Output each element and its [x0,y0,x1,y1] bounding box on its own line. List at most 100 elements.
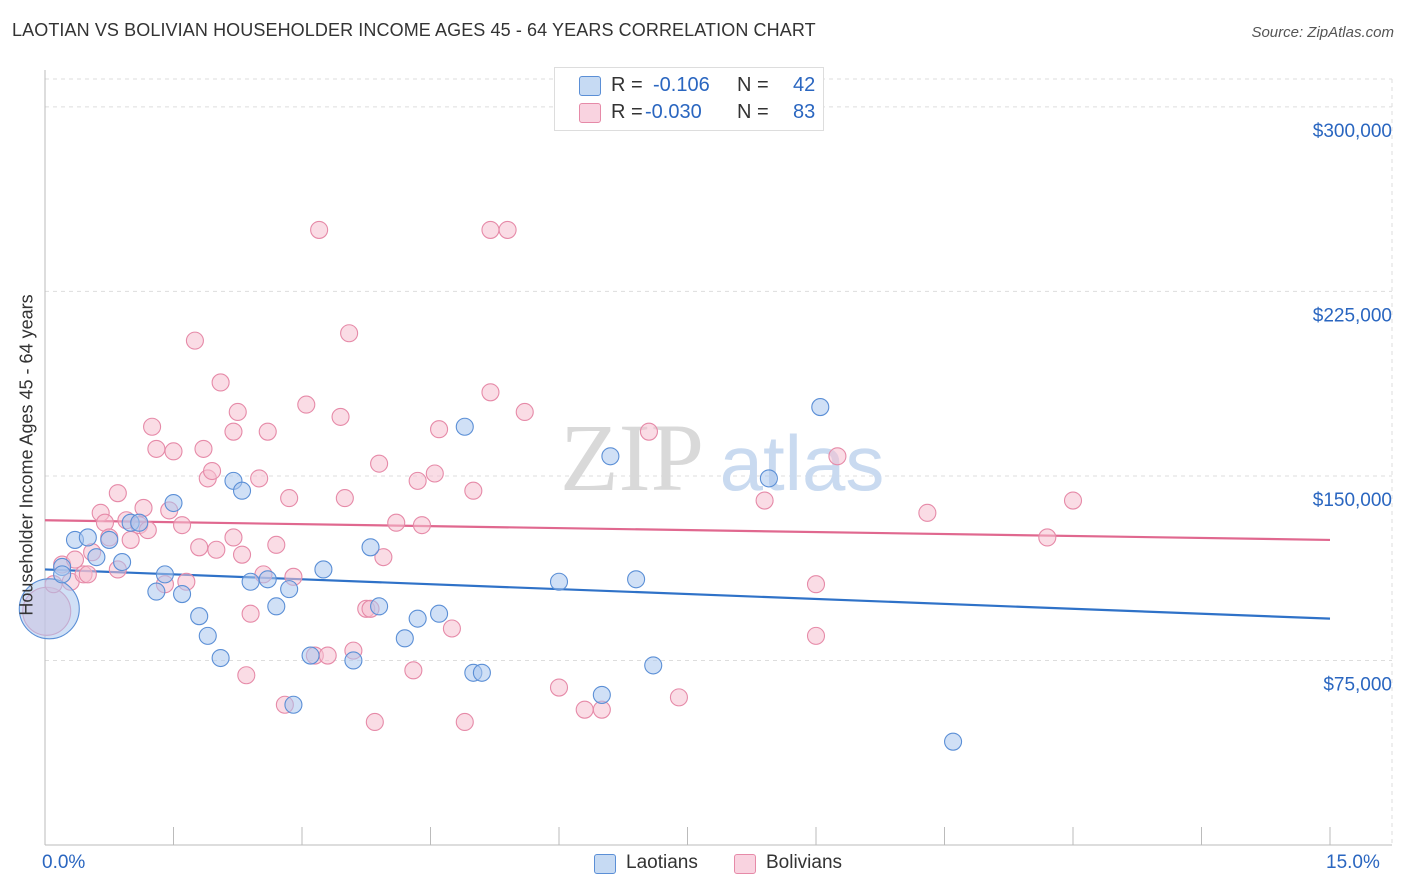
data-point-bolivians [1063,491,1083,510]
gridlines [45,78,1393,845]
data-point-laotians [430,604,449,623]
data-point-bolivians [374,548,393,567]
data-point-laotians [130,513,149,532]
data-point-bolivians [190,538,209,557]
data-point-laotians [601,447,620,466]
data-point-laotians [455,417,474,436]
data-point-bolivians [203,461,222,481]
data-point-laotians [408,609,427,628]
data-point-bolivians [224,422,243,441]
data-point-bolivians [425,464,444,483]
data-point-bolivians [918,503,937,522]
data-point-bolivians [258,422,277,441]
data-point-bolivians [331,407,350,426]
watermark-zip: ZIP [560,404,704,511]
data-point-laotians [644,656,663,675]
data-point-bolivians [481,220,500,239]
data-point-laotians [232,481,252,500]
data-point-laotians [301,646,320,665]
data-point-bolivians [549,678,569,697]
bolivians-swatch [579,103,601,123]
data-point-bolivians [194,439,213,458]
data-point-laotians [147,582,166,601]
data-point-bolivians [207,540,226,559]
r-label: R = [611,74,643,96]
data-point-bolivians [185,331,204,350]
data-point-laotians [472,663,491,682]
data-point-bolivians [121,530,140,549]
source-label: Source: ZipAtlas.com [1251,24,1394,41]
data-point-bolivians [297,395,316,414]
chart-title: LAOTIAN VS BOLIVIAN HOUSEHOLDER INCOME A… [12,20,816,40]
data-point-laotians [241,572,260,591]
watermark-atlas: atlas [720,419,885,507]
n-value: 83 [793,101,816,123]
r-value: -0.106 [653,74,710,96]
data-point-laotians [18,578,80,640]
data-point-laotians [361,538,380,557]
data-point-bolivians [143,417,162,436]
data-point-bolivians [232,545,252,564]
data-point-bolivians [515,402,534,422]
n-value: 42 [793,74,816,96]
data-point-bolivians [442,619,461,638]
axes [44,70,1392,846]
data-point-bolivians [267,535,286,554]
data-point-laotians [190,607,209,626]
data-point-laotians [198,626,217,645]
y-axis-label: Householder Income Ages 45 - 64 years [16,294,37,616]
data-point-bolivians [430,420,449,439]
n-label: N = [737,101,769,123]
data-point-bolivians [481,383,500,402]
y-tick-label: $75,000 [1323,674,1392,695]
data-point-laotians [627,570,646,589]
y-tick-labels: $75,000 $150,000 $225,000 $300,000 [1313,121,1392,696]
data-point-bolivians [828,447,847,466]
data-point-bolivians [806,575,826,594]
data-point-laotians [811,398,830,417]
data-point-laotians [173,584,192,604]
watermark: ZIP atlas [560,404,884,511]
data-point-laotians [344,651,363,670]
data-point-laotians [549,572,569,591]
laotians-swatch [579,76,601,96]
data-point-laotians [100,530,119,549]
data-point-laotians [759,469,778,488]
data-point-laotians [395,629,414,648]
data-point-laotians [164,493,183,513]
bolivians-legend-label: Bolivians [766,852,843,873]
data-point-laotians [87,548,106,567]
data-point-bolivians [755,491,774,510]
data-point-bolivians [228,402,247,422]
y-tick-label: $225,000 [1313,305,1392,326]
data-point-bolivians [412,516,431,535]
data-point-bolivians [318,646,337,665]
data-point-bolivians [464,481,483,500]
data-point-bolivians [498,220,517,239]
data-point-bolivians [211,373,230,392]
data-point-laotians [284,695,303,714]
r-label: R = [611,101,643,123]
data-point-bolivians [340,324,359,343]
r-value: -0.030 [645,101,702,123]
data-point-laotians [113,553,132,572]
data-point-bolivians [78,565,97,584]
data-point-bolivians [224,528,243,547]
data-point-bolivians [370,454,389,473]
data-point-laotians [592,685,611,704]
data-point-bolivians [310,220,329,239]
n-label: N = [737,74,769,96]
data-point-laotians [155,565,174,584]
laotians-legend-label: Laotians [626,852,698,873]
data-point-laotians [53,565,72,584]
bolivians-legend-swatch [734,854,756,874]
data-point-bolivians [164,442,183,461]
laotians-legend-swatch [594,854,616,874]
data-point-bolivians [250,469,269,488]
trend-line-bolivians [44,519,1331,542]
x-tick-max: 15.0% [1326,852,1380,873]
data-point-bolivians [404,661,423,680]
data-points [18,220,1083,751]
data-point-laotians [267,597,286,616]
